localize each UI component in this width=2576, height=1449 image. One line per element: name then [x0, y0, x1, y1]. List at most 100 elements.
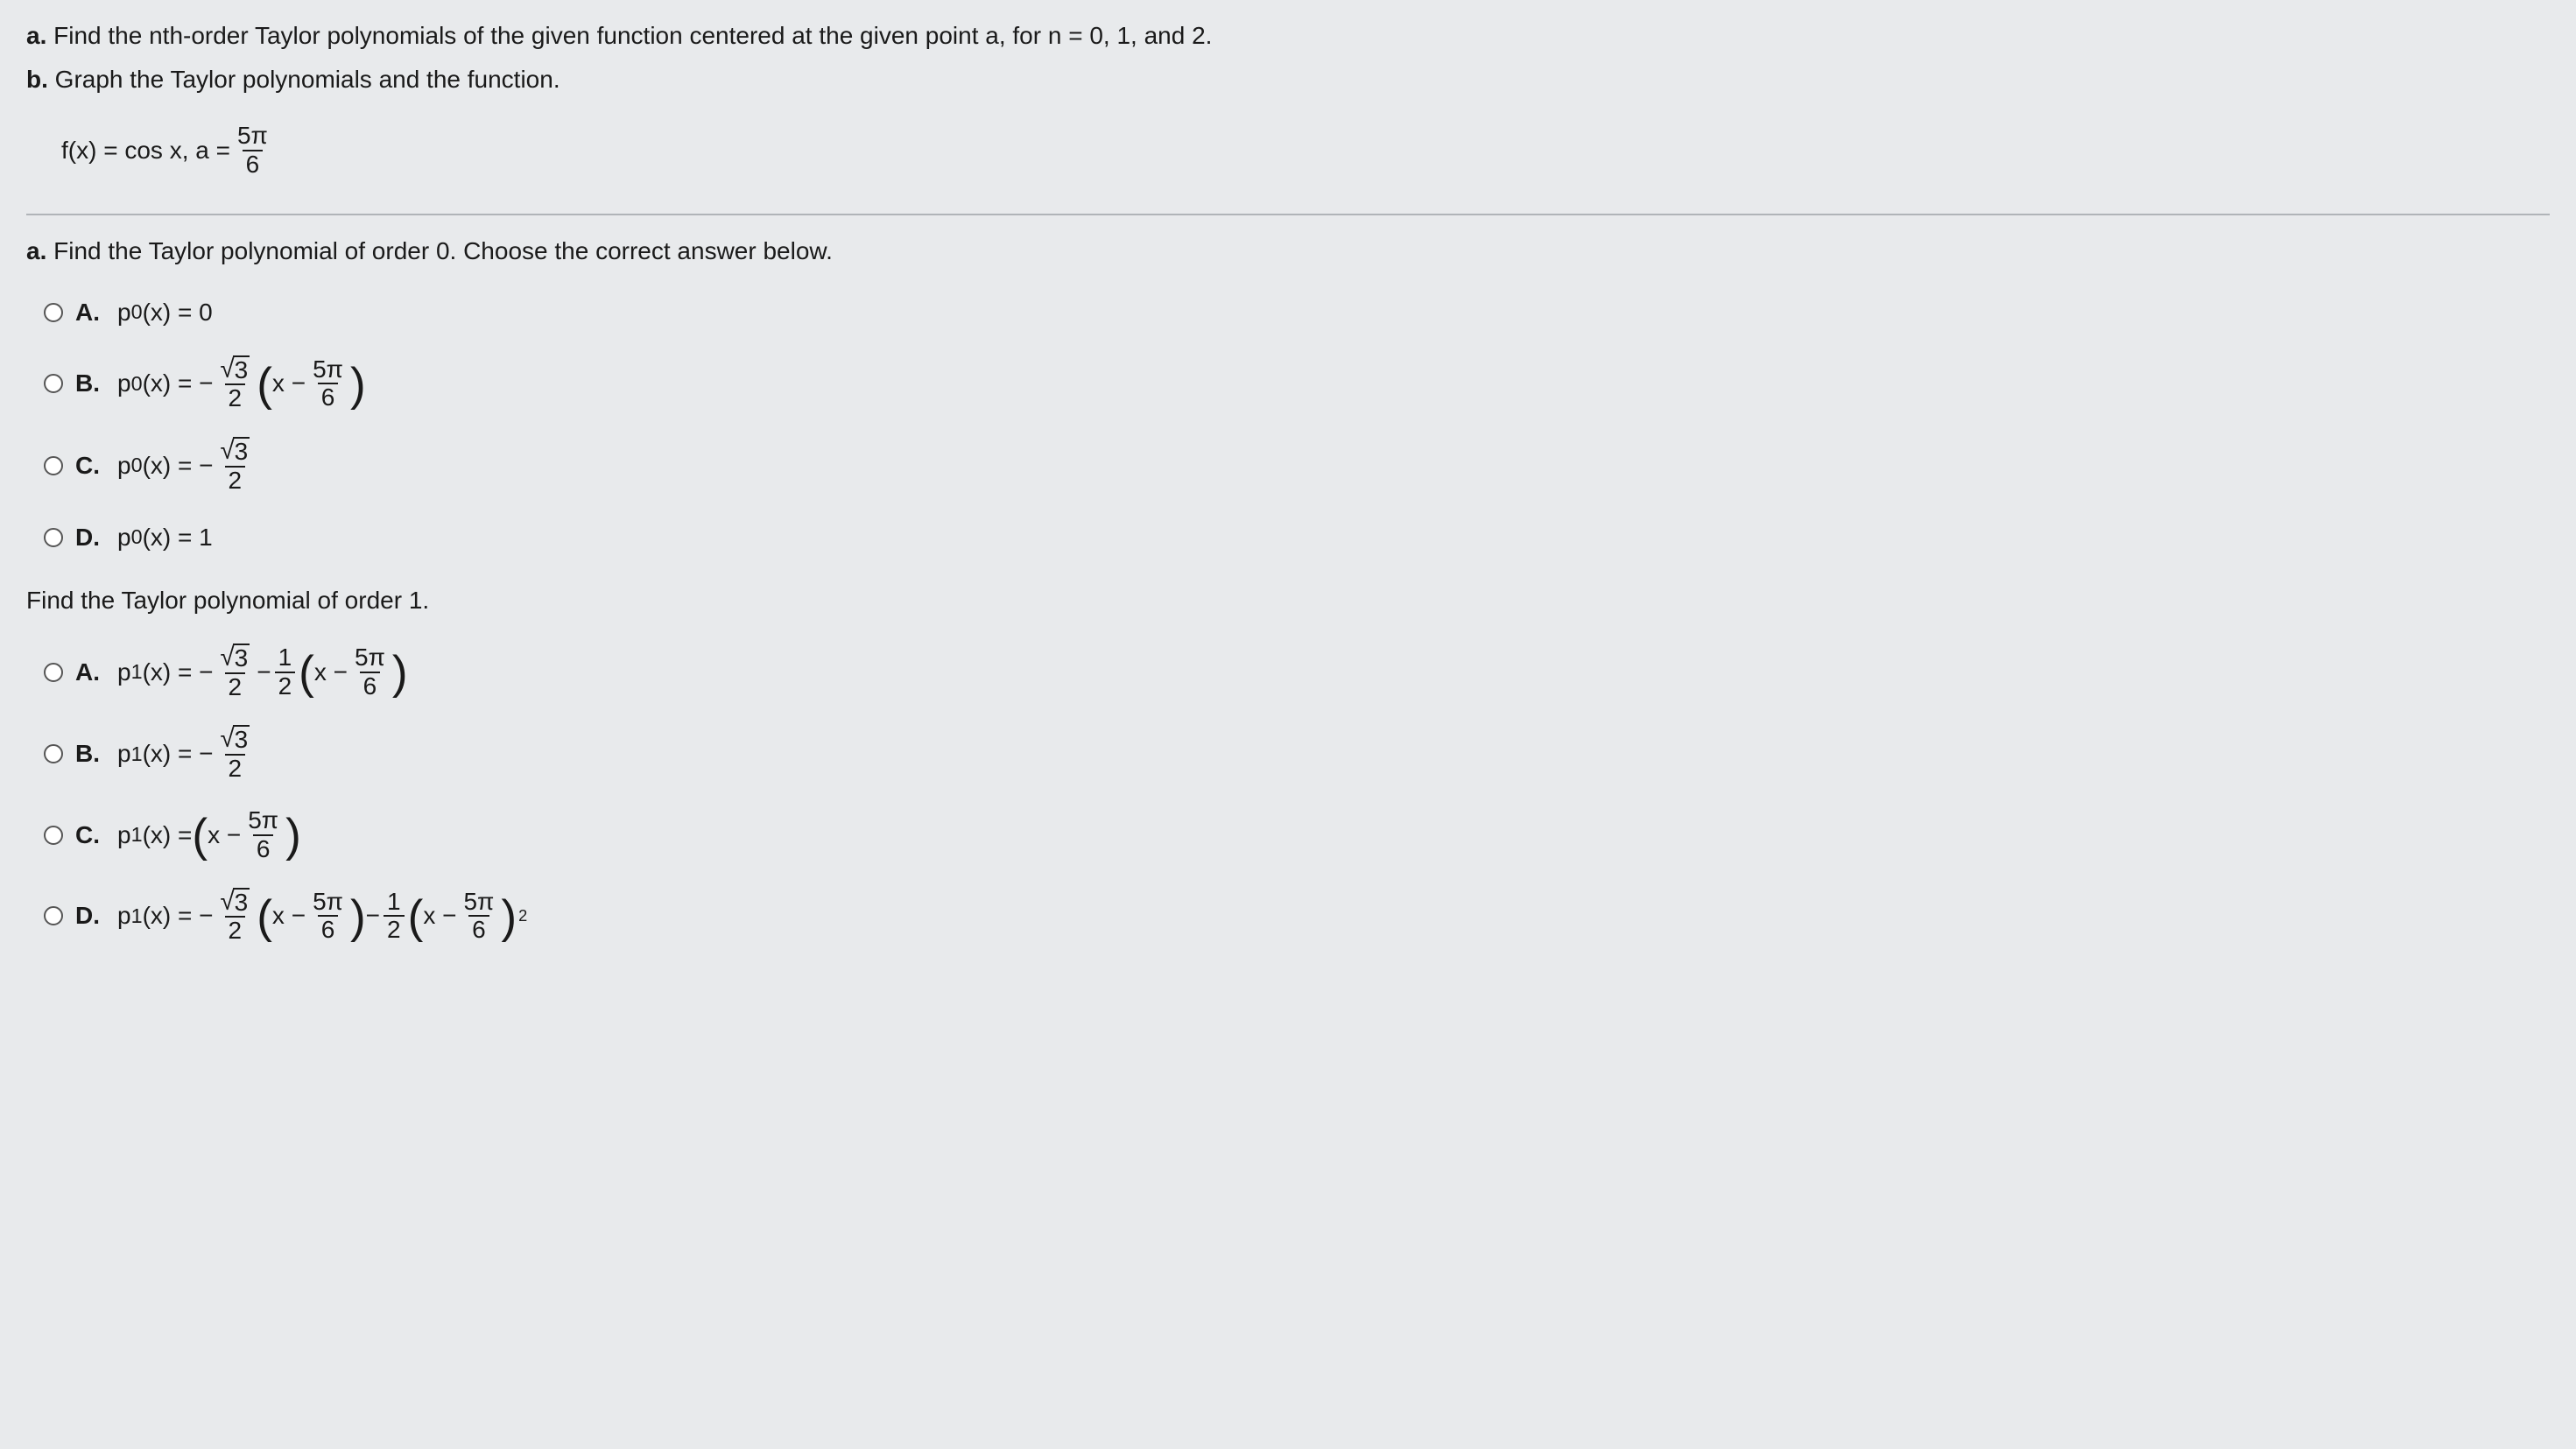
p-sym: p	[117, 654, 131, 691]
part-order-0: a. Find the Taylor polynomial of order 0…	[26, 233, 2550, 556]
opt-label: C.	[75, 817, 100, 854]
frac-num: 5π	[460, 889, 497, 916]
paren-right-icon: )	[392, 655, 408, 693]
sqrt-arg: 3	[233, 437, 250, 466]
radio-icon[interactable]	[44, 303, 63, 322]
exponent: 2	[518, 904, 527, 928]
frac-den: 2	[225, 466, 246, 495]
paren-right-icon: )	[501, 899, 517, 937]
frac-den: 2	[225, 383, 246, 412]
frac-den: 2	[225, 916, 246, 945]
sqrt: √3	[216, 437, 253, 466]
p-eq: (x) =	[143, 817, 193, 854]
coef-frac: √3 2	[216, 888, 253, 946]
frac-den: 6	[253, 834, 274, 863]
frac-num: 5π	[244, 807, 282, 834]
opt-label: B.	[75, 365, 100, 402]
frac-num: 1	[275, 644, 296, 672]
a-fraction: 5π 6	[234, 123, 271, 179]
opt-label: C.	[75, 447, 100, 484]
frac-num: 5π	[309, 356, 347, 383]
intro-line-a: a. Find the nth-order Taylor polynomials…	[26, 18, 2550, 54]
p-eq: (x) = −	[143, 735, 214, 772]
radio-icon[interactable]	[44, 528, 63, 547]
half-frac: 1 2	[384, 889, 405, 945]
coef-frac: √3 2	[216, 437, 253, 495]
coef-frac: √3 2	[216, 355, 253, 413]
paren-left-icon: (	[257, 367, 272, 404]
p-sym: p	[117, 447, 131, 484]
option-1-c-math: p1(x) = ( x − 5π 6 )	[117, 807, 301, 863]
frac-den: 2	[384, 915, 405, 944]
radio-icon[interactable]	[44, 456, 63, 475]
paren-right-icon: )	[350, 367, 366, 404]
radio-icon[interactable]	[44, 374, 63, 393]
p-sym: p	[117, 294, 131, 331]
option-0-b-math: p0(x) = − √3 2 ( x − 5π 6 )	[117, 355, 366, 413]
label-b: b.	[26, 66, 48, 93]
option-1-a-math: p1(x) = − √3 2 − 1 2 ( x − 5π 6 )	[117, 644, 408, 701]
paren-left-icon: (	[299, 655, 314, 693]
p-sub: 1	[131, 739, 143, 770]
option-0-c[interactable]: C. p0(x) = − √3 2	[44, 437, 2550, 495]
option-1-d[interactable]: D. p1(x) = − √3 2 ( x − 5π 6 ) − 1 2	[44, 888, 2550, 946]
half-frac: 1 2	[275, 644, 296, 700]
p-sym: p	[117, 365, 131, 402]
p-eq: (x) = −	[143, 897, 214, 934]
p-sym: p	[117, 735, 131, 772]
p-sub: 0	[131, 522, 143, 552]
option-0-d[interactable]: D. p0(x) = 1	[44, 519, 2550, 556]
sqrt: √3	[216, 355, 253, 384]
frac-den: 6	[360, 672, 381, 700]
frac-num: 1	[384, 889, 405, 916]
sqrt: √3	[216, 725, 253, 754]
part-order-1: Find the Taylor polynomial of order 1. A…	[26, 582, 2550, 945]
sqrt: √3	[216, 644, 253, 672]
minus: −	[366, 897, 380, 934]
frac-den: 6	[318, 915, 339, 944]
text-b: Graph the Taylor polynomials and the fun…	[48, 66, 560, 93]
paren-right-icon: )	[285, 818, 301, 855]
radio-icon[interactable]	[44, 826, 63, 845]
p-eq: (x) = −	[143, 365, 214, 402]
opt-label: A.	[75, 294, 100, 331]
p-sym: p	[117, 519, 131, 556]
option-1-b-math: p1(x) = − √3 2	[117, 725, 257, 783]
radio-icon[interactable]	[44, 744, 63, 763]
option-1-a[interactable]: A. p1(x) = − √3 2 − 1 2 ( x − 5π 6	[44, 644, 2550, 701]
function-definition: f(x) = cos x, a = 5π 6	[61, 123, 275, 179]
p-sub: 0	[131, 369, 143, 399]
option-1-c[interactable]: C. p1(x) = ( x − 5π 6 )	[44, 807, 2550, 863]
coef-frac: √3 2	[216, 644, 253, 701]
inner-frac-1: 5π 6	[309, 889, 347, 945]
sqrt: √3	[216, 888, 253, 917]
paren-right-icon: )	[350, 899, 366, 937]
fn-prefix: f(x) = cos x, a =	[61, 132, 230, 169]
option-1-b[interactable]: B. p1(x) = − √3 2	[44, 725, 2550, 783]
inner-frac: 5π 6	[351, 644, 389, 700]
inner-frac-2: 5π 6	[460, 889, 497, 945]
option-0-b[interactable]: B. p0(x) = − √3 2 ( x − 5π 6 )	[44, 355, 2550, 413]
p-sub: 1	[131, 901, 143, 932]
part-b-prompt: Find the Taylor polynomial of order 1.	[26, 582, 2550, 619]
radio-icon[interactable]	[44, 663, 63, 682]
sqrt-arg: 3	[233, 355, 250, 384]
inner-x-2: x −	[423, 897, 456, 934]
frac-den: 2	[275, 672, 296, 700]
radio-icon[interactable]	[44, 906, 63, 925]
inner-frac: 5π 6	[244, 807, 282, 863]
option-0-a-math: p0(x) = 0	[117, 294, 213, 331]
minus: −	[257, 654, 271, 691]
inner-frac: 5π 6	[309, 356, 347, 412]
frac-den: 2	[225, 754, 246, 783]
frac-num: 5π	[234, 123, 271, 150]
frac-den: 2	[225, 672, 246, 701]
text-a: Find the nth-order Taylor polynomials of…	[46, 22, 1212, 49]
sqrt-arg: 3	[233, 725, 250, 754]
p-sub: 0	[131, 297, 143, 327]
option-0-a[interactable]: A. p0(x) = 0	[44, 294, 2550, 331]
p-sym: p	[117, 897, 131, 934]
intro-line-b: b. Graph the Taylor polynomials and the …	[26, 61, 2550, 98]
option-1-d-math: p1(x) = − √3 2 ( x − 5π 6 ) − 1 2 (	[117, 888, 527, 946]
inner-x: x −	[272, 897, 306, 934]
